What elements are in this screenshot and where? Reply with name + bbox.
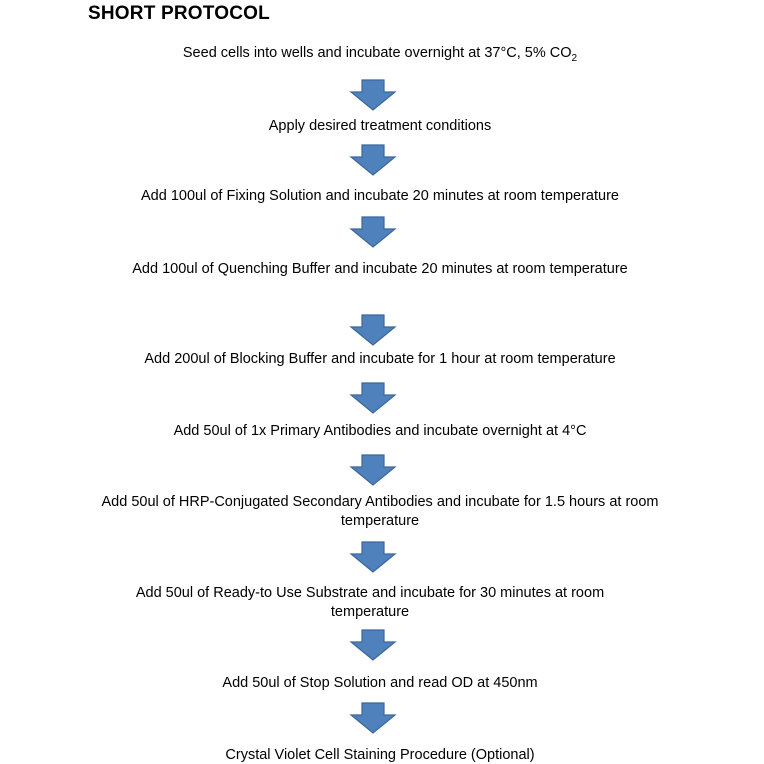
page-title: SHORT PROTOCOL <box>88 3 270 24</box>
down-arrow-icon <box>349 702 397 734</box>
step-6: Add 50ul of 1x Primary Antibodies and in… <box>173 423 587 439</box>
down-arrow-icon <box>349 629 397 661</box>
down-arrow-icon <box>349 454 397 486</box>
step-7: Add 50ul of HRP-Conjugated Secondary Ant… <box>101 494 659 529</box>
step-1: Seed cells into wells and incubate overn… <box>80 44 680 68</box>
down-arrow-icon <box>349 314 397 346</box>
down-arrow-icon <box>349 79 397 111</box>
subscript: 2 <box>571 52 578 64</box>
step-4: Add 100ul of Quenching Buffer and incuba… <box>132 261 628 277</box>
step-9: Add 50ul of Stop Solution and read OD at… <box>222 675 538 691</box>
step-8: Add 50ul of Ready-to Use Substrate and i… <box>135 585 605 620</box>
step-3: Add 100ul of Fixing Solution and incubat… <box>141 188 619 204</box>
down-arrow-icon <box>349 144 397 176</box>
step-2: Apply desired treatment conditions <box>268 118 492 134</box>
down-arrow-icon <box>349 216 397 248</box>
step-text: Seed cells into wells and incubate overn… <box>182 45 572 61</box>
step-5: Add 200ul of Blocking Buffer and incubat… <box>144 351 616 367</box>
step-10: Crystal Violet Cell Staining Procedure (… <box>225 747 535 763</box>
down-arrow-icon <box>349 541 397 573</box>
down-arrow-icon <box>349 382 397 414</box>
